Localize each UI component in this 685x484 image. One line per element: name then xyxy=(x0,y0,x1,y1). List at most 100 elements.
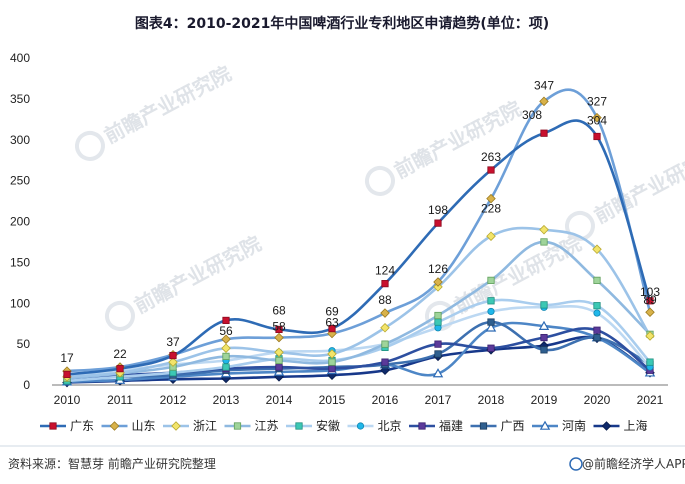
data-label: 124 xyxy=(375,264,395,278)
data-point xyxy=(434,311,442,320)
data-labels-layer: 68 69 124 198 263 308 304 103 17 22 37 56 58 63 88 126 2… xyxy=(60,78,660,365)
legend-marker xyxy=(171,421,181,431)
data-point xyxy=(168,357,178,367)
legend-label: 广西 xyxy=(501,419,525,433)
data-point xyxy=(593,302,601,310)
data-point xyxy=(222,316,230,325)
legend-item-广东[interactable]: 广东 xyxy=(40,419,94,433)
data-point xyxy=(487,318,495,326)
legend-item-河南[interactable]: 河南 xyxy=(532,418,586,433)
data-point xyxy=(487,166,495,174)
legend-item-上海[interactable]: 上海 xyxy=(593,418,648,433)
data-point xyxy=(486,193,496,204)
data-point xyxy=(328,324,336,333)
data-label: 126 xyxy=(428,262,448,276)
data-point xyxy=(328,358,336,366)
legend-item-浙江[interactable]: 浙江 xyxy=(163,419,217,433)
data-point xyxy=(593,276,601,284)
legend-item-安徽[interactable]: 安徽 xyxy=(286,418,340,433)
data-label: 17 xyxy=(60,351,74,365)
x-tick-label: 2016 xyxy=(372,393,399,407)
legend-label: 江苏 xyxy=(255,419,279,433)
legend-item-山东[interactable]: 山东 xyxy=(101,419,156,433)
legend-marker xyxy=(539,420,551,430)
legend-label: 安徽 xyxy=(316,418,340,433)
y-tick-label: 0 xyxy=(23,378,30,392)
data-label: 88 xyxy=(378,293,392,307)
data-label: 22 xyxy=(113,347,127,361)
legend-marker xyxy=(109,421,120,431)
watermark: 前瞻产业研究院 xyxy=(564,141,685,241)
data-label: 304 xyxy=(587,113,607,127)
data-point xyxy=(540,238,548,246)
x-tick-label: 2018 xyxy=(478,393,505,407)
legend-item-北京[interactable]: 北京 xyxy=(347,419,402,433)
data-point xyxy=(274,347,284,358)
data-point xyxy=(540,301,548,309)
y-tick-label: 50 xyxy=(17,337,31,351)
data-point xyxy=(539,224,549,235)
x-tick-label: 2021 xyxy=(637,393,664,407)
data-label: 263 xyxy=(481,150,501,164)
data-point xyxy=(592,112,602,123)
data-point xyxy=(275,363,283,371)
data-label: 63 xyxy=(325,315,339,329)
y-tick-label: 250 xyxy=(10,174,30,188)
y-tick-label: 100 xyxy=(10,296,30,310)
legend-label: 广东 xyxy=(70,419,94,433)
data-point xyxy=(434,340,442,348)
x-tick-label: 2012 xyxy=(160,393,187,407)
x-tick-label: 2015 xyxy=(319,393,346,407)
data-point xyxy=(646,297,654,305)
data-point xyxy=(381,340,389,348)
legend-label: 上海 xyxy=(624,418,648,433)
data-label: 89 xyxy=(643,293,657,307)
data-point xyxy=(645,307,655,318)
data-point xyxy=(169,351,177,360)
x-tick-label: 2017 xyxy=(425,393,452,407)
data-point xyxy=(487,297,495,305)
watermark-text: 前瞻产业研究院 xyxy=(130,231,265,318)
legend-item-广西[interactable]: 广西 xyxy=(470,419,525,433)
app-credit-text: @前瞻经济学人APP xyxy=(582,456,685,471)
data-point xyxy=(592,244,602,255)
data-point xyxy=(433,282,443,292)
watermark: 前瞻产业研究院 xyxy=(74,61,235,161)
data-label: 308 xyxy=(522,108,542,122)
legend-label: 北京 xyxy=(378,419,402,433)
data-point xyxy=(539,96,549,107)
data-point xyxy=(593,326,601,334)
legend: 广东 山东 浙江 江苏 安徽 北京 福建 广西 河南 上海 xyxy=(40,418,648,433)
data-point xyxy=(487,276,495,284)
data-point xyxy=(593,309,601,317)
legend-item-江苏[interactable]: 江苏 xyxy=(224,419,279,433)
legend-marker xyxy=(479,422,488,430)
data-label: 228 xyxy=(481,202,501,216)
data-point xyxy=(116,365,124,373)
data-point xyxy=(381,280,389,288)
data-label: 69 xyxy=(325,305,339,319)
data-point xyxy=(540,333,548,342)
x-tick-label: 2019 xyxy=(531,393,558,407)
data-point xyxy=(593,132,601,141)
data-point xyxy=(433,277,443,287)
data-label: 103 xyxy=(640,285,660,299)
data-point xyxy=(434,318,442,326)
markers-layer xyxy=(61,96,656,388)
data-point xyxy=(275,325,283,334)
data-point xyxy=(538,320,550,330)
data-label: 37 xyxy=(166,335,180,349)
data-point xyxy=(593,333,601,342)
watermark-logo-icon xyxy=(364,165,395,196)
data-point xyxy=(380,308,390,318)
data-label: 347 xyxy=(534,78,554,92)
legend-label: 福建 xyxy=(439,418,463,433)
legend-item-福建[interactable]: 福建 xyxy=(409,418,463,433)
legend-marker xyxy=(601,421,612,431)
data-point xyxy=(540,129,548,137)
data-point xyxy=(381,358,389,366)
data-point xyxy=(540,346,548,354)
data-point xyxy=(434,219,442,227)
x-tick-label: 2014 xyxy=(266,393,293,407)
x-axis-ticks: 2010 2011 2012 2013 2014 2015 2016 2017 2018 2019… xyxy=(54,393,664,407)
